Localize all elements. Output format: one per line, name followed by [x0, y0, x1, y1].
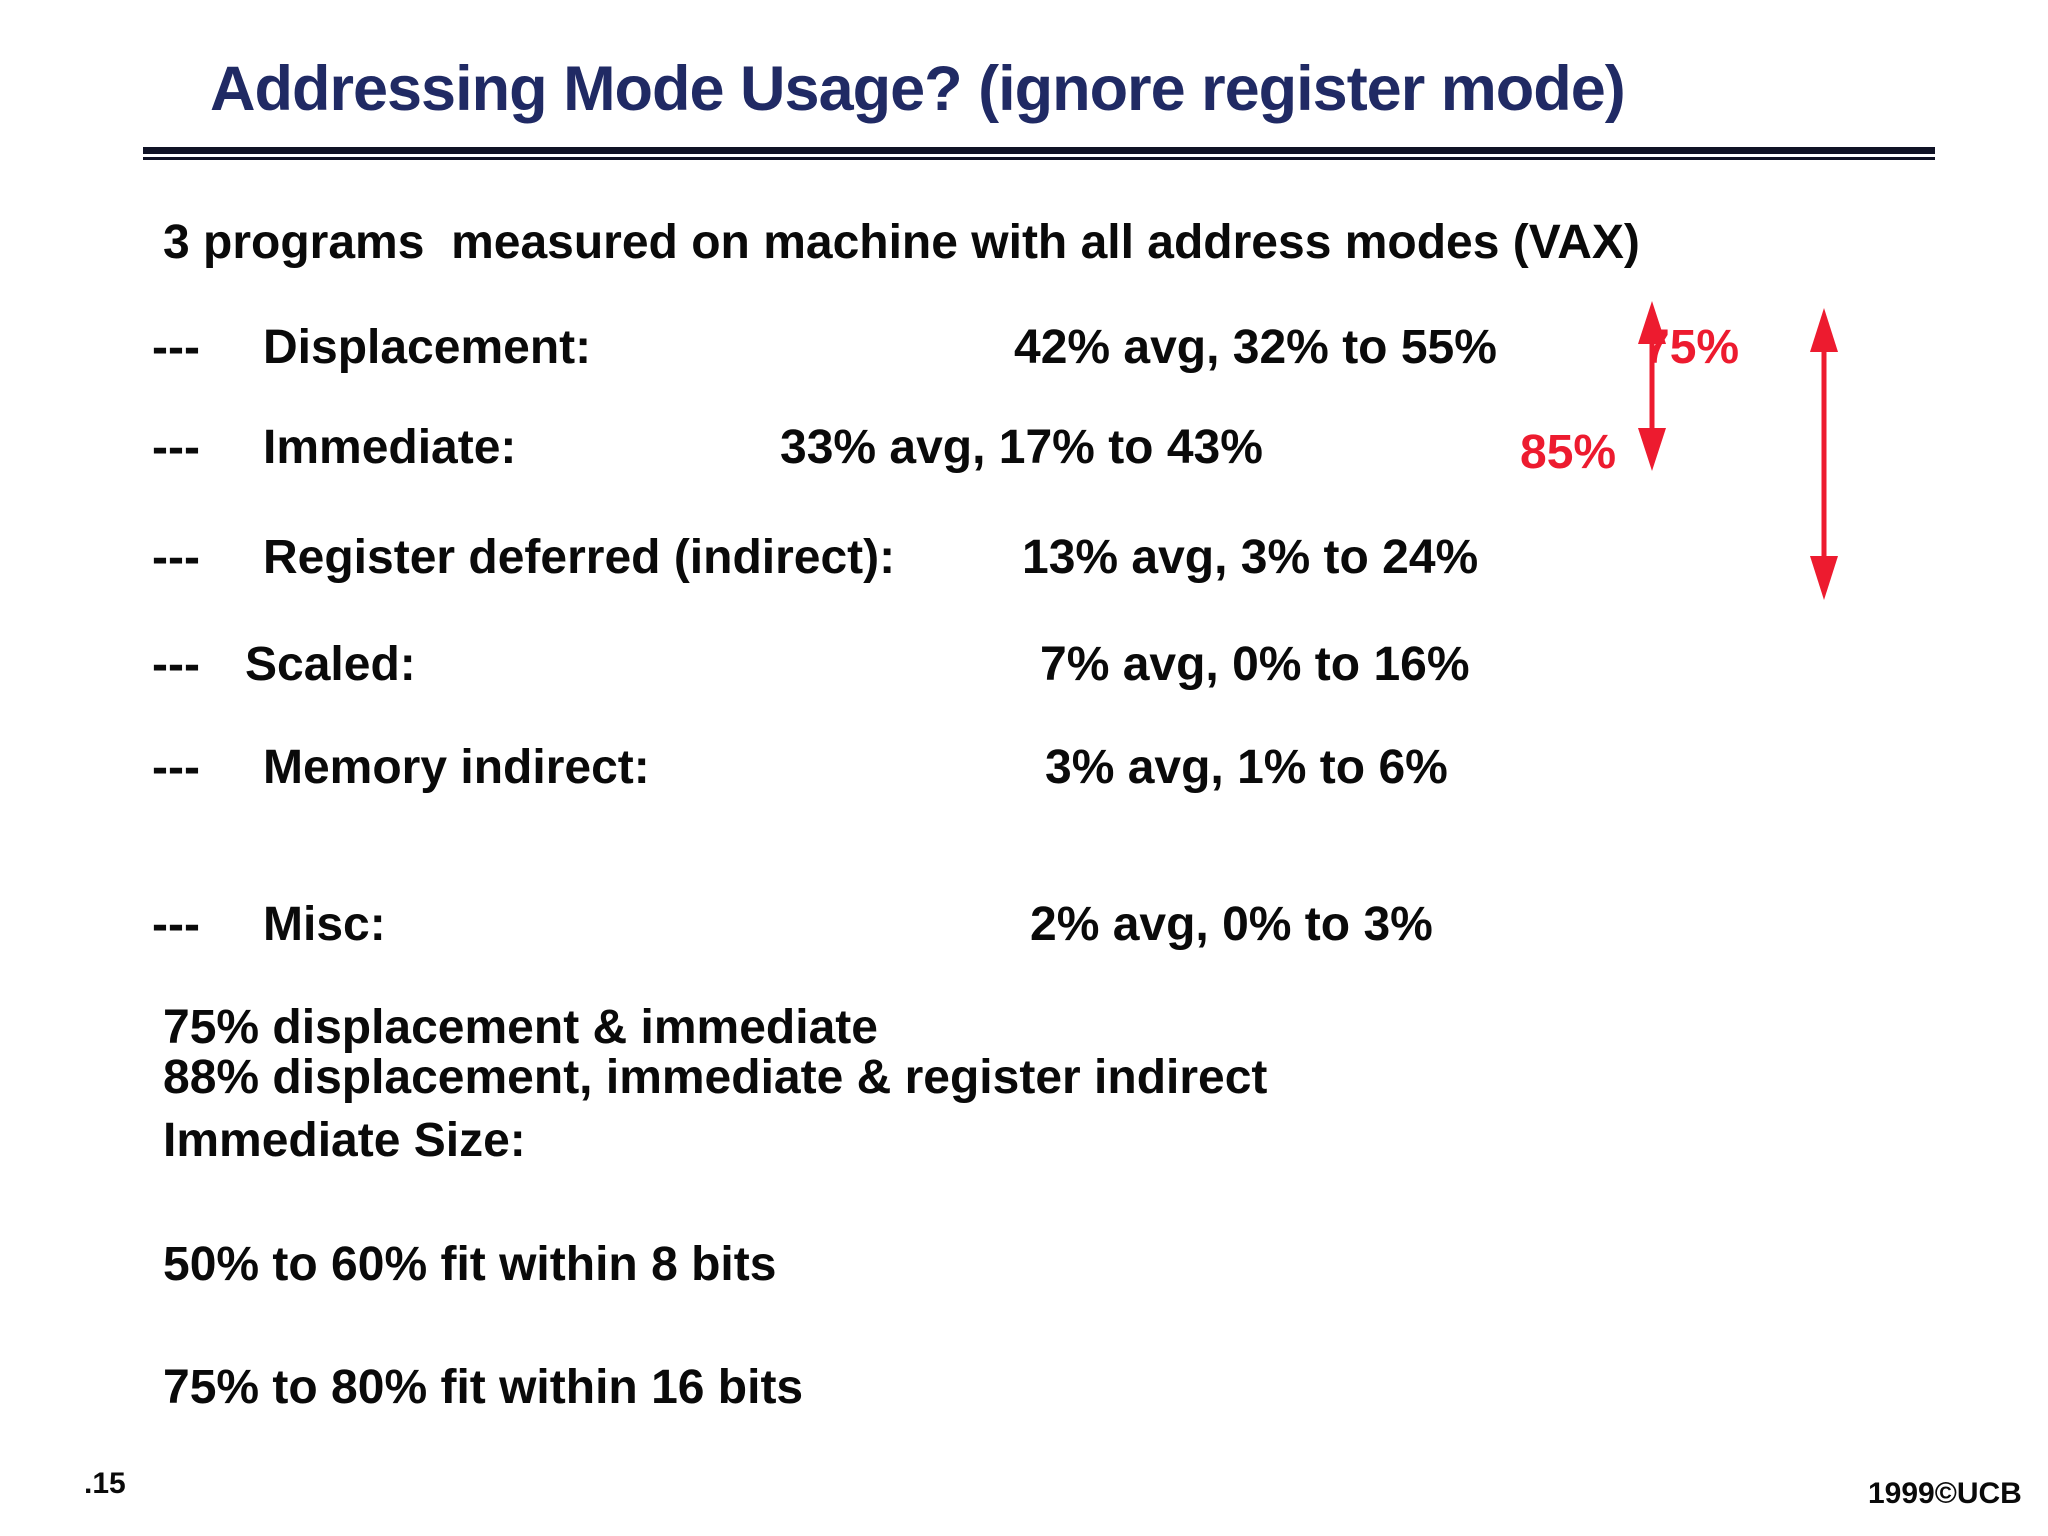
title-divider-thin-line — [143, 157, 1935, 160]
mode-row-memory-indirect: --- Memory indirect: 3% avg, 1% to 6% — [0, 744, 2048, 796]
mode-stats: 13% avg, 3% to 24% — [1022, 531, 1479, 584]
mode-row-misc: --- Misc: 2% avg, 0% to 3% — [0, 901, 2048, 953]
annotation-85-percent: 85% — [1520, 426, 1617, 479]
mode-row-scaled: --- Scaled: 7% avg, 0% to 16% — [0, 641, 2048, 693]
slide-title: Addressing Mode Usage? (ignore register … — [210, 54, 1626, 124]
summary-immediate-size-heading: Immediate Size: — [163, 1114, 526, 1167]
title-divider-thick-line — [143, 147, 1935, 154]
mode-stats: 2% avg, 0% to 3% — [1030, 898, 1433, 951]
summary-line-88: 88% displacement, immediate & register i… — [163, 1051, 1268, 1104]
dash-bullet: --- — [152, 898, 200, 951]
copyright-label: 1999©UCB — [1868, 1477, 2022, 1510]
mode-stats: 7% avg, 0% to 16% — [1040, 638, 1470, 691]
dash-bullet: --- — [152, 421, 200, 474]
mode-stats: 3% avg, 1% to 6% — [1045, 741, 1448, 794]
mode-label: Memory indirect: — [263, 741, 650, 794]
range-arrow-long — [1810, 308, 1838, 600]
dash-bullet: --- — [152, 741, 200, 794]
mode-label: Misc: — [263, 898, 386, 951]
dash-bullet: --- — [152, 531, 200, 584]
page-number: .15 — [84, 1467, 126, 1500]
mode-row-register-deferred: --- Register deferred (indirect): 13% av… — [0, 534, 2048, 586]
immediate-size-8bit-line: 50% to 60% fit within 8 bits — [163, 1238, 777, 1291]
mode-label: Immediate: — [263, 421, 517, 474]
mode-label: Scaled: — [245, 638, 416, 691]
mode-stats: 42% avg, 32% to 55% — [1014, 321, 1497, 374]
mode-row-immediate: --- Immediate: 33% avg, 17% to 43% — [0, 424, 2048, 476]
summary-line-75: 75% displacement & immediate — [163, 1001, 878, 1054]
mode-label: Register deferred (indirect): — [263, 531, 896, 584]
dash-bullet: --- — [152, 321, 200, 374]
mode-label: Displacement: — [263, 321, 592, 374]
mode-row-displacement: --- Displacement: 42% avg, 32% to 55% — [0, 324, 2048, 376]
dash-bullet: --- — [152, 638, 200, 691]
mode-stats: 33% avg, 17% to 43% — [780, 421, 1263, 474]
intro-line: 3 programs measured on machine with all … — [163, 216, 1640, 269]
immediate-size-16bit-line: 75% to 80% fit within 16 bits — [163, 1361, 804, 1414]
title-divider — [143, 147, 1935, 160]
range-arrow-short — [1638, 301, 1666, 471]
